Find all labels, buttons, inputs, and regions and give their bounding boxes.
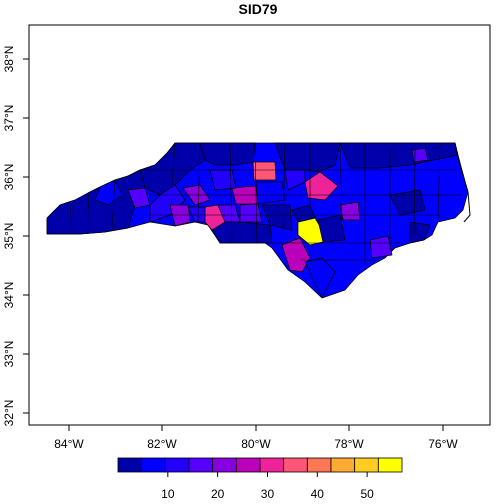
county-dark-south bbox=[211, 221, 273, 244]
x-axis bbox=[68, 425, 444, 431]
county-purple-east-2 bbox=[339, 201, 361, 221]
legend-swatch bbox=[164, 457, 190, 473]
legend-tick-label: 30 bbox=[261, 487, 275, 501]
county-salmon bbox=[252, 161, 277, 181]
county-west-dark bbox=[46, 169, 146, 235]
legend-ticks: 10 20 30 40 50 bbox=[161, 472, 374, 501]
y-tick-label: 32°N bbox=[2, 400, 16, 427]
legend-swatch bbox=[188, 457, 214, 473]
county-blue-6 bbox=[304, 257, 336, 299]
x-tick-label: 82°W bbox=[147, 437, 177, 451]
county-purple-east-3 bbox=[369, 235, 393, 259]
county-dark-4 bbox=[291, 204, 316, 223]
legend-swatch bbox=[117, 457, 143, 473]
y-tick-label: 33°N bbox=[2, 341, 16, 368]
legend-swatch bbox=[330, 457, 356, 473]
legend-swatch bbox=[306, 457, 332, 473]
y-tick-label: 37°N bbox=[2, 105, 16, 132]
y-axis bbox=[23, 58, 29, 414]
y-tick-label: 35°N bbox=[2, 223, 16, 250]
county-magenta-2 bbox=[281, 237, 311, 273]
county-dark-east-2 bbox=[389, 189, 426, 216]
legend-swatch bbox=[141, 457, 166, 473]
north-carolina-map bbox=[46, 142, 471, 299]
legend-tick-label: 10 bbox=[161, 487, 175, 501]
y-tick-label: 38°N bbox=[2, 46, 16, 73]
county-dark-5 bbox=[317, 214, 346, 243]
legend-swatch bbox=[212, 457, 237, 473]
legend-swatch bbox=[235, 457, 261, 473]
county-blue-2 bbox=[187, 206, 206, 223]
legend-tick-label: 50 bbox=[360, 487, 374, 501]
legend-swatch bbox=[354, 457, 379, 473]
outer-banks bbox=[454, 142, 471, 223]
county-purple-east-4 bbox=[411, 147, 429, 163]
x-tick-label: 84°W bbox=[54, 437, 84, 451]
county-purple-2 bbox=[239, 203, 263, 223]
county-dark-2 bbox=[261, 204, 293, 231]
county-borders bbox=[69, 142, 462, 265]
county-central-dark bbox=[199, 142, 256, 166]
x-tick-label: 76°W bbox=[428, 437, 458, 451]
county-west-mid bbox=[94, 179, 123, 206]
county-blue-4 bbox=[255, 181, 286, 205]
county-pink-north bbox=[304, 171, 339, 201]
legend-swatch bbox=[377, 457, 403, 473]
county-blue-3 bbox=[209, 169, 237, 191]
legend-tick-label: 20 bbox=[211, 487, 225, 501]
x-tick-label: 78°W bbox=[334, 437, 364, 451]
y-tick-label: 36°N bbox=[2, 164, 16, 191]
y-tick-label: 34°N bbox=[2, 282, 16, 309]
legend-tick-label: 40 bbox=[311, 487, 325, 501]
color-legend bbox=[117, 457, 403, 473]
county-violet-2 bbox=[169, 204, 191, 227]
county-dark-east-3 bbox=[409, 221, 431, 244]
legend-swatch bbox=[283, 457, 308, 473]
x-tick-label: 80°W bbox=[241, 437, 271, 451]
map-title: SID79 bbox=[239, 1, 278, 17]
legend-swatch bbox=[259, 457, 285, 473]
